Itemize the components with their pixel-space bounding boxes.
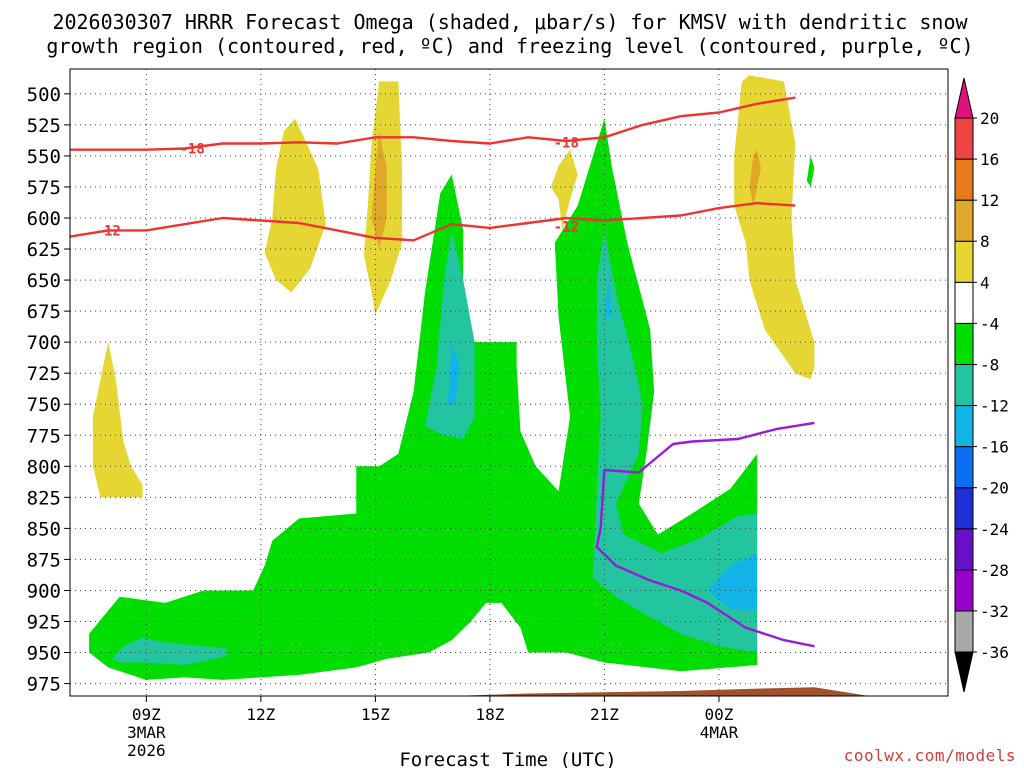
x-tick-label: 12Z [246,705,275,724]
colorbar-label: -36 [980,643,1009,662]
omega-region-12 [734,75,815,380]
x-axis-title: Forecast Time (UTC) [399,749,616,768]
ground-surface-fill [451,687,870,696]
colorbar-label: -16 [980,438,1009,457]
omega-region-4 [604,280,613,318]
pressure-axis: 500 525 550 575 600 625 650 675 700 725 750 775 800 8… [27,84,70,696]
omega-shading [89,75,815,680]
y-tick-label: 625 [27,239,61,261]
y-tick-label: 725 [27,363,61,385]
colorbar-bin [954,610,974,653]
credit-text: coolwx.com/models [844,746,1016,765]
omega-region-5 [707,553,758,610]
y-tick-label: 950 [27,643,61,665]
y-tick-label: 775 [27,425,61,447]
colorbar-bin [954,487,974,530]
colorbar-label: 16 [980,150,999,169]
colorbar-bin [954,405,974,448]
colorbar-label: -12 [980,397,1009,416]
contour-line-freezing [595,421,815,648]
x-tick-label: 15Z [361,705,390,724]
colorbar-bin [954,528,974,571]
contour-line--18 [70,96,796,151]
colorbar-bin [954,569,974,612]
omega-region-3 [447,342,460,405]
colorbar-bin-low [954,651,974,693]
y-tick-label: 800 [27,456,61,478]
y-tick-label: 550 [27,146,61,168]
omega-region-2 [593,230,758,653]
colorbar-bin [954,158,974,201]
omega-region-10 [92,342,143,498]
colorbar-bin [954,446,974,489]
contour-label: -12 [96,223,121,239]
colorbar-bin [954,240,974,283]
contour-label: -18 [180,141,205,157]
x-tick-label: 09Z [132,705,161,724]
x-tick-label: 3MAR [127,723,166,742]
colorbar-label: -8 [980,355,999,374]
y-tick-label: 875 [27,549,61,571]
colorbar-label: -32 [980,602,1009,621]
y-tick-label: 575 [27,177,61,199]
plot-frame [69,68,949,697]
y-tick-label: 850 [27,518,61,540]
colorbar-label: 20 [980,109,999,128]
x-tick-label: 4MAR [700,723,739,742]
x-tick-label: 18Z [475,705,504,724]
y-tick-label: 825 [27,487,61,509]
y-tick-label: 750 [27,394,61,416]
colorbar-bin [954,199,974,242]
y-tick-label: 600 [27,208,61,230]
chart-title-line-1: 2026030307 HRRR Forecast Omega (shaded, … [52,10,968,34]
colorbar-label: 4 [980,273,990,292]
colorbar-label: -4 [980,314,999,333]
y-tick-label: 925 [27,612,61,634]
colorbar-bin-high [954,77,974,119]
colorbar-label: 12 [980,191,999,210]
colorbar-label: -24 [980,520,1009,539]
y-tick-label: 525 [27,115,61,137]
colorbar-label: -28 [980,561,1009,580]
omega-region-1 [425,230,475,439]
colorbar-bin [954,281,974,324]
omega-region-13 [749,149,761,206]
colorbar-bin [954,322,974,365]
x-tick-label: 21Z [590,705,619,724]
colorbar-bin [954,117,974,160]
contour-line--12 [70,201,796,242]
y-tick-label: 675 [27,301,61,323]
y-tick-label: 650 [27,270,61,292]
omega-region-11 [551,149,578,231]
x-tick-label: 00Z [705,705,734,724]
colorbar: 20 16 12 8 4 -4 -8 -12 -16 -20 -24 -28 -32 -36 [954,77,1009,693]
y-tick-label: 500 [27,84,61,106]
colorbar-bin [954,363,974,407]
contour-label: -18 [554,135,579,151]
omega-region-6 [112,637,227,665]
y-tick-label: 975 [27,674,61,696]
temperature-contours: -18 -18 -12 -12 [70,96,815,648]
y-tick-label: 900 [27,580,61,602]
colorbar-label: -20 [980,479,1009,498]
x-tick-label: 2026 [127,741,166,760]
y-tick-label: 700 [27,332,61,354]
omega-region-14 [806,155,815,187]
plot-area: -18 -18 -12 -12 [70,69,948,696]
chart-title-line-2: growth region (contoured, red, ºC) and f… [46,34,973,58]
colorbar-label: 8 [980,232,990,251]
ground-surface [451,687,870,696]
contour-label: -12 [554,220,579,236]
omega-region-0 [89,118,758,680]
